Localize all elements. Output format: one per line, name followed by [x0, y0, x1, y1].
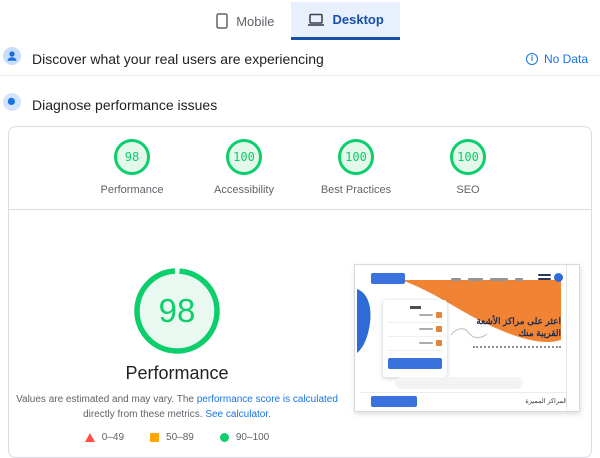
performance-score-value: 98 [158, 292, 196, 329]
no-data-label: No Data [543, 51, 588, 66]
legend-fail: 0–49 [84, 432, 125, 443]
category-label: Accessibility [214, 184, 274, 196]
thumb-footer-button [371, 396, 417, 407]
thumb-subtext-line [473, 346, 561, 348]
legend-fail-range: 0–49 [101, 432, 125, 443]
card-divider [9, 209, 591, 210]
see-calculator-link[interactable]: See calculator. [205, 408, 271, 420]
disclaimer-text: Values are estimated and may vary. The [16, 394, 197, 405]
thumb-arabic-heading: اعثر على مراكز الأشعة القريبة منك [476, 316, 561, 339]
tab-mobile-label: Mobile [236, 13, 275, 29]
lab-section-title: Diagnose performance issues [32, 96, 218, 113]
lighthouse-report-card: 98 Performance 100 Accessibility 100 Bes… [8, 126, 592, 458]
page-screenshot-thumbnail: اعثر على مراكز الأشعة القريبة منك المراك… [354, 264, 580, 412]
thumbnail-decoration-shapes [357, 280, 561, 353]
legend-pass: 90–100 [219, 432, 270, 443]
thumb-nav-links [451, 278, 523, 281]
average-square-icon [150, 433, 160, 442]
device-tabs: Mobile Desktop [0, 0, 600, 40]
score-disclaimer: Values are estimated and may vary. The p… [16, 393, 338, 422]
category-best-practices[interactable]: 100 Best Practices [317, 139, 395, 196]
performance-gauge-label: Performance [125, 363, 229, 383]
performance-score-gauge: 98 [114, 139, 150, 175]
thumb-footer-divider [361, 392, 567, 393]
category-seo[interactable]: 100 SEO [429, 139, 507, 196]
category-accessibility[interactable]: 100 Accessibility [205, 139, 283, 196]
fail-triangle-icon [84, 433, 95, 442]
thumb-site-logo [538, 272, 563, 282]
seo-score-gauge: 100 [450, 139, 486, 175]
performance-gauge-large: 98 [132, 266, 222, 356]
legend-average: 50–89 [150, 432, 194, 443]
best-practices-score-gauge: 100 [338, 139, 374, 175]
diagnose-icon [3, 93, 21, 116]
score-legend: 0–49 50–89 90–100 [84, 432, 270, 443]
category-performance[interactable]: 98 Performance [93, 139, 171, 196]
thumb-gray-section [395, 377, 523, 389]
tab-desktop-label: Desktop [332, 12, 384, 27]
category-label: Performance [100, 184, 164, 196]
legend-pass-range: 90–100 [235, 432, 270, 443]
pass-circle-icon [219, 433, 229, 442]
accessibility-score-gauge: 100 [226, 139, 262, 175]
category-label: Best Practices [320, 184, 392, 196]
thumb-search-form [383, 300, 447, 377]
category-label: SEO [456, 184, 480, 196]
thumb-header-button [371, 273, 405, 284]
tab-mobile[interactable]: Mobile [200, 2, 290, 40]
real-users-icon [3, 47, 21, 70]
gauge-ring-arc [134, 268, 220, 354]
score-calculation-link[interactable]: performance score is calculated [196, 394, 338, 405]
info-icon: i [525, 52, 538, 65]
desktop-icon [307, 13, 325, 27]
thumb-footer-label: المراكز المميزة [525, 398, 567, 405]
category-scores-row: 98 Performance 100 Accessibility 100 Bes… [9, 127, 591, 196]
mobile-icon [216, 13, 228, 29]
thumb-scrollbar [566, 265, 567, 411]
lab-data-row: Diagnose performance issues [0, 88, 600, 121]
legend-average-range: 50–89 [166, 432, 194, 443]
no-data-link[interactable]: i No Data [525, 51, 588, 66]
field-data-row: Discover what your real users are experi… [0, 42, 600, 76]
tab-desktop[interactable]: Desktop [290, 2, 400, 40]
field-section-title: Discover what your real users are experi… [32, 50, 324, 67]
disclaimer-text: directly from these metrics. [83, 408, 206, 420]
